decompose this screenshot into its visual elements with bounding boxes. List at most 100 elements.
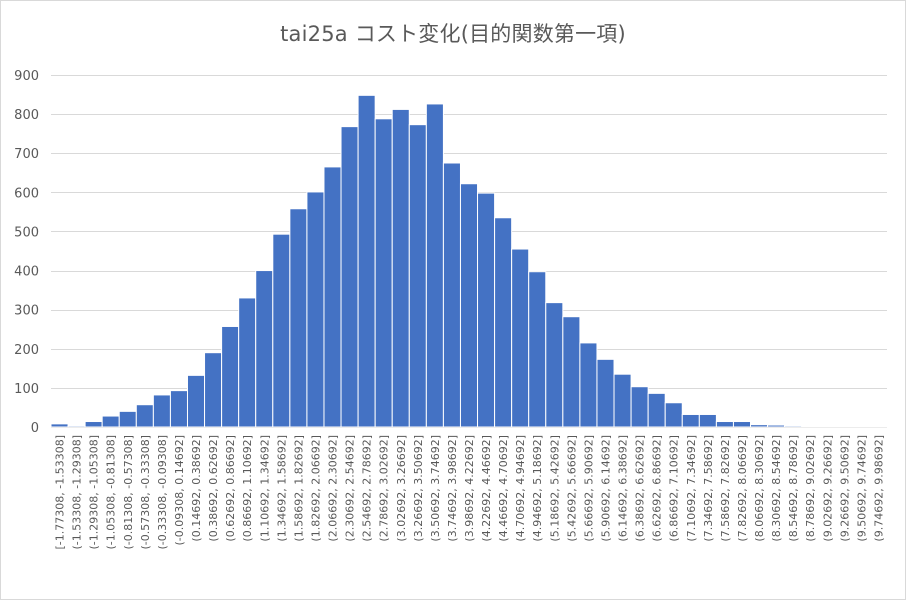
histogram-bar [494,217,513,428]
histogram-bar [357,94,376,428]
x-axis-tick-labels: [-1.77308, -1.53308] (-1.53308, -1.29308]… [54,435,886,550]
histogram-bar [647,392,666,428]
x-tick-label: (1.10692, 1.34692] [258,435,271,542]
x-tick-label: (-0.81308, -0.57308] [122,435,135,550]
histogram-bar [101,415,120,428]
histogram-bar [408,124,427,428]
histogram-bar [391,108,410,428]
histogram-bar [340,126,359,428]
x-tick-label: (4.70692, 4.94692] [514,435,527,542]
x-tick-label: [-1.77308, -1.53308] [54,435,67,550]
x-tick-label: (9.50692, 9.74692] [855,435,868,542]
x-tick-label: (1.58692, 1.82692] [292,435,305,542]
histogram-bar [442,162,461,428]
x-tick-label: (1.34692, 1.58692] [275,435,288,542]
x-tick-label: (-1.05308, -0.81308] [105,435,118,550]
x-tick-label: (5.18692, 5.42692] [548,435,561,542]
x-tick-label: (6.62692, 6.86692] [651,435,664,542]
histogram-bar [425,103,444,428]
histogram-bar [562,316,581,428]
histogram-bar [374,118,393,428]
x-tick-label: (4.94692, 5.18692] [531,435,544,542]
x-tick-label: (8.06692, 8.30692] [753,435,766,542]
x-tick-label: (-1.29308, -1.05308] [88,435,101,550]
histogram-bar [459,183,479,428]
histogram-bar [204,352,223,428]
x-tick-label: (-0.09308, 0.14692] [173,435,186,546]
histogram-bar [681,413,700,428]
x-tick-label: (6.38692, 6.62692] [634,435,647,542]
x-tick-label: (9.74692, 9.98692] [872,435,885,542]
x-tick-label: (3.26692, 3.50692] [412,435,425,542]
histogram-bar [152,394,171,428]
histogram-bar [630,386,649,428]
histogram-bar [135,404,154,428]
histogram-bar [767,424,786,428]
y-tick-label: 500 [14,225,39,240]
x-tick-label: (-1.53308, -1.29308] [71,435,84,550]
x-tick-label: (2.30692, 2.54692] [344,435,357,542]
x-tick-label: (2.54692, 2.78692] [361,435,374,542]
x-tick-label: (0.62692, 0.86692] [224,435,237,542]
x-tick-label: (7.10692, 7.34692] [685,435,698,542]
histogram-bar [477,192,496,428]
x-tick-label: (6.86692, 7.10692] [668,435,681,542]
histogram-bar [289,208,308,428]
x-tick-label: (9.02692, 9.26692] [821,435,834,542]
histogram-bar [528,271,547,428]
x-tick-label: (0.86692, 1.10692] [241,435,254,542]
histogram-bar [118,410,137,428]
histogram-bar [169,390,188,428]
histogram-bar [255,270,274,428]
y-axis-tick-labels: 0 100 200 300 400 500 600 700 800 900 [14,69,39,436]
histogram-bar [579,342,598,428]
histogram-bar [511,248,530,428]
x-tick-label: (8.30692, 8.54692] [770,435,783,542]
histogram-bar [613,373,632,428]
x-tick-label: (4.22692, 4.46692] [480,435,493,542]
y-tick-label: 800 [14,108,39,123]
x-tick-label: (-0.33308, -0.09308] [156,435,169,550]
y-tick-label: 100 [14,382,39,397]
x-tick-label: (2.06692, 2.30692] [327,435,340,542]
histogram-bar [67,425,86,428]
x-tick-label: (3.98692, 4.22692] [463,435,476,542]
y-tick-label: 200 [14,343,39,358]
x-tick-label: (3.50692, 3.74692] [429,435,442,542]
histogram-bar [596,358,615,428]
x-tick-label: (8.54692, 8.78692] [787,435,800,542]
histogram-bar [698,413,717,428]
x-tick-label: (0.38692, 0.62692] [207,435,220,542]
histogram-bar [84,421,103,428]
x-tick-label: (7.58692, 7.82692] [719,435,732,542]
x-tick-label: (7.82692, 8.06692] [736,435,749,542]
y-tick-label: 400 [14,265,39,280]
histogram-bar [732,421,752,428]
y-tick-label: 700 [14,147,39,162]
histogram-bar [545,302,564,428]
histogram-bar [272,233,291,428]
x-tick-label: (7.34692, 7.58692] [702,435,715,542]
x-tick-label: (-0.57308, -0.33308] [139,435,152,550]
histogram-bar [186,374,206,428]
histogram-bar [664,402,683,428]
histogram-bar [238,297,257,428]
histogram-bar [50,423,69,428]
x-tick-label: (3.74692, 3.98692] [446,435,459,542]
x-tick-label: (6.14692, 6.38692] [617,435,630,542]
x-tick-label: (5.90692, 6.14692] [599,435,612,542]
x-tick-label: (5.42692, 5.66692] [565,435,578,542]
x-tick-label: (0.14692, 0.38692] [190,435,203,542]
x-tick-label: (3.02692, 3.26692] [395,435,408,542]
histogram-bar [750,424,769,428]
x-tick-label: (9.26692, 9.50692] [838,435,851,542]
x-tick-label: (8.78692, 9.02692] [804,435,817,542]
histogram-bar [323,166,342,428]
histogram-bars [50,94,888,428]
y-tick-label: 300 [14,304,39,319]
x-tick-label: (5.66692, 5.90692] [582,435,595,542]
chart-title: tai25a コスト変化(目的関数第一項) [280,22,626,46]
y-tick-label: 600 [14,186,39,201]
histogram-bar [221,325,240,428]
